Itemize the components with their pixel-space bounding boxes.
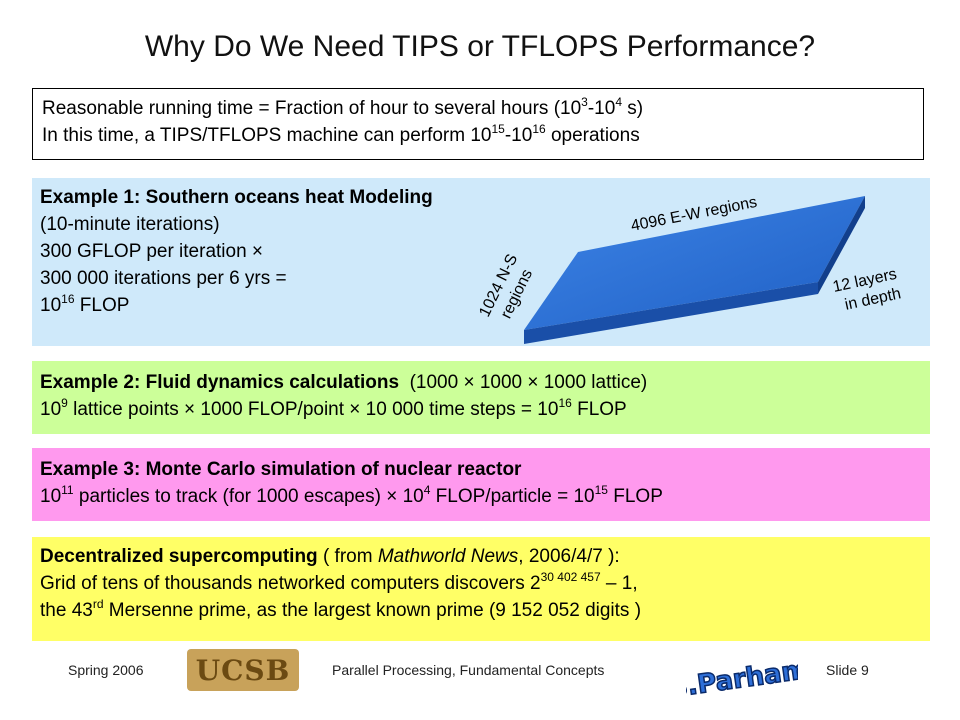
decentralized-box: Decentralized supercomputing ( from Math… (32, 537, 930, 641)
text-segment: FLOP (607, 486, 663, 507)
text-segment: -10 (504, 125, 533, 146)
text-segment: Reasonable running time = Fraction of ho… (42, 98, 582, 119)
superscript: 9 (61, 395, 68, 410)
text-segment: FLOP (74, 295, 130, 316)
text-segment: particles to track (for 1000 escapes) × … (73, 486, 424, 507)
text-segment: FLOP/particle = 10 (430, 486, 595, 507)
decentralized-line: Grid of tens of thousands networked comp… (40, 570, 922, 597)
example1-line: 300 GFLOP per iteration × (40, 241, 264, 262)
example1-heading: Example 1: Southern oceans heat Modeling (40, 187, 433, 208)
footer-course-title: Parallel Processing, Fundamental Concept… (332, 662, 605, 678)
superscript: 15 (491, 121, 505, 136)
text-segment: lattice points × 1000 FLOP/point × 10 00… (67, 399, 559, 420)
footer-term: Spring 2006 (68, 662, 144, 678)
superscript: 3 (581, 94, 588, 109)
text-segment: 10 (40, 399, 62, 420)
bparhami-logo: B.Parhami (686, 653, 798, 703)
text-segment: ( from (317, 546, 378, 567)
example2-box: Example 2: Fluid dynamics calculations (… (32, 361, 930, 434)
superscript: rd (92, 596, 104, 611)
superscript: 4 (423, 482, 431, 497)
example1-line: 1016 FLOP (40, 292, 922, 319)
slide-number: Slide 9 (826, 662, 869, 678)
source-name: Mathworld News (377, 546, 519, 567)
example2-heading: Example 2: Fluid dynamics calculations (… (40, 372, 648, 393)
superscript: 15 (594, 482, 608, 497)
ucsb-logo-text: UCSB (195, 653, 291, 687)
text-segment: In this time, a TIPS/TFLOPS machine can … (42, 125, 492, 146)
operations-line: In this time, a TIPS/TFLOPS machine can … (42, 122, 914, 149)
example3-box: Example 3: Monte Carlo simulation of nuc… (32, 448, 930, 521)
superscript: 4 (615, 94, 623, 109)
text-segment: – 1, (600, 573, 638, 594)
text-segment: -10 (587, 98, 616, 119)
superscript: 16 (61, 291, 75, 306)
example3-heading: Example 3: Monte Carlo simulation of nuc… (40, 459, 522, 480)
text-segment: 10 (40, 486, 62, 507)
ucsb-logo: UCSB (187, 649, 299, 691)
example2-line: 109 lattice points × 1000 FLOP/point × 1… (40, 396, 922, 423)
text-segment: Grid of tens of thousands networked comp… (40, 573, 541, 594)
text-segment: s) (622, 98, 644, 119)
bparhami-logo-text: B.Parhami (686, 654, 798, 703)
text-segment: the 43 (40, 600, 93, 621)
text-segment: Mersenne prime, as the largest known pri… (103, 600, 642, 621)
text-segment: FLOP (571, 399, 627, 420)
superscript: 30 402 457 (540, 569, 601, 584)
text-segment: 10 (40, 295, 62, 316)
example1-box: Example 1: Southern oceans heat Modeling… (32, 178, 930, 346)
running-time-box: Reasonable running time = Fraction of ho… (32, 88, 924, 160)
superscript: 16 (558, 395, 572, 410)
decentralized-line: the 43rd Mersenne prime, as the largest … (40, 597, 922, 624)
example1-line: (10-minute iterations) (40, 214, 220, 235)
superscript: 16 (532, 121, 546, 136)
text-segment: (1000 × 1000 × 1000 lattice) (399, 372, 648, 393)
example1-line: 300 000 iterations per 6 yrs = (40, 268, 287, 289)
example3-line: 1011 particles to track (for 1000 escape… (40, 483, 922, 510)
slide-title: Why Do We Need TIPS or TFLOPS Performanc… (144, 30, 816, 63)
text-segment: operations (545, 125, 640, 146)
running-time-line: Reasonable running time = Fraction of ho… (42, 95, 914, 122)
decentralized-heading: Decentralized supercomputing ( from Math… (40, 546, 620, 567)
superscript: 11 (61, 482, 74, 497)
text-segment: , 2006/4/7 ): (518, 546, 620, 567)
